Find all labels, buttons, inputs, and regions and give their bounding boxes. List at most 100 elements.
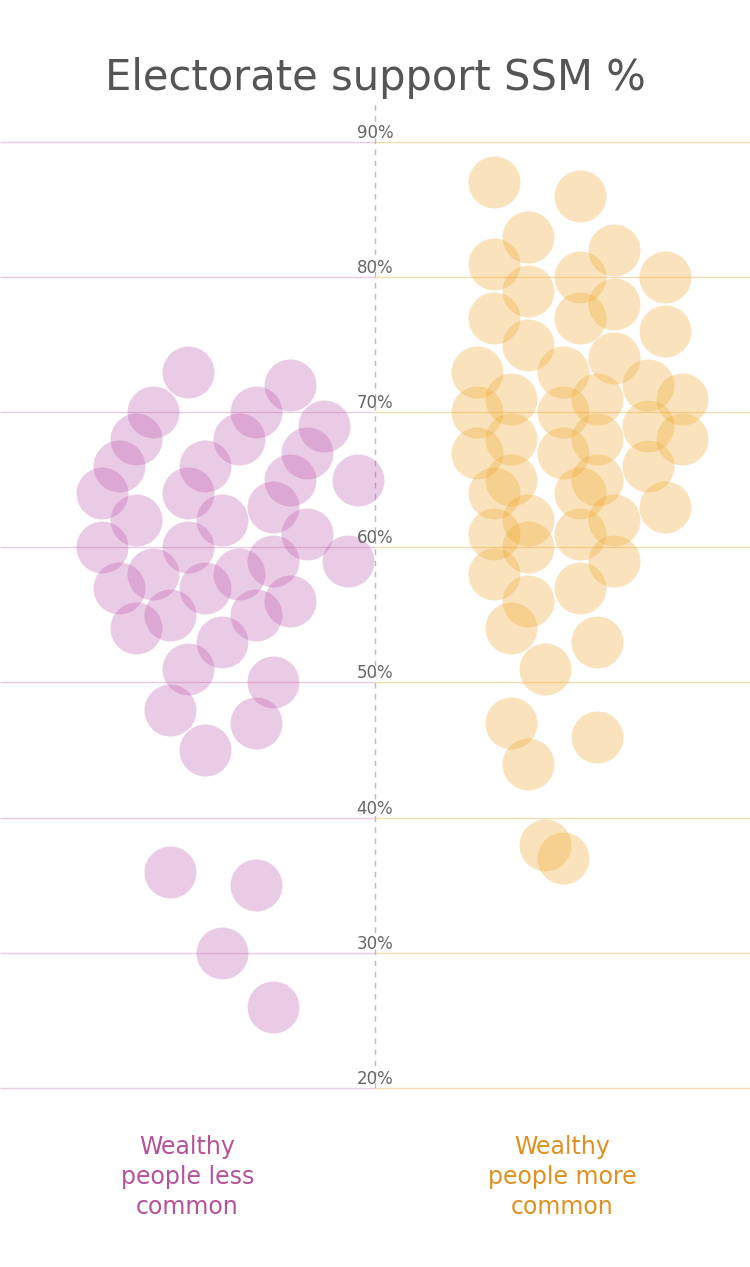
Point (199, 740, 211, 760)
Point (488, 253, 500, 274)
Point (574, 523, 586, 544)
Point (658, 497, 670, 517)
Point (676, 430, 688, 450)
Point (148, 402, 160, 422)
Point (488, 172, 500, 193)
Point (301, 523, 313, 544)
Point (658, 321, 670, 341)
Point (130, 511, 142, 531)
Point (590, 470, 602, 490)
Point (232, 430, 244, 450)
Text: 20%: 20% (357, 1069, 393, 1088)
Point (250, 875, 262, 896)
Point (182, 361, 194, 381)
Text: Wealthy
people more
common: Wealthy people more common (488, 1135, 637, 1219)
Point (539, 835, 551, 855)
Point (284, 375, 296, 395)
Point (590, 389, 602, 409)
Point (642, 456, 654, 476)
Point (574, 483, 586, 503)
Point (284, 470, 296, 490)
Point (556, 442, 568, 462)
Point (506, 430, 518, 450)
Point (642, 416, 654, 436)
Text: 40%: 40% (357, 799, 393, 817)
Point (164, 604, 176, 625)
Point (471, 361, 483, 381)
Point (590, 632, 602, 653)
Point (523, 334, 535, 355)
Point (267, 673, 279, 693)
Point (215, 632, 227, 653)
Point (506, 618, 518, 639)
Point (342, 551, 354, 571)
Point (608, 348, 619, 369)
Point (506, 389, 518, 409)
Text: 90%: 90% (357, 124, 393, 142)
Text: 70%: 70% (357, 394, 393, 412)
Point (96, 537, 108, 557)
Point (301, 442, 313, 462)
Point (130, 618, 142, 639)
Point (113, 456, 125, 476)
Point (608, 511, 619, 531)
Point (506, 713, 518, 734)
Point (164, 862, 176, 882)
Point (488, 483, 500, 503)
Point (318, 416, 330, 436)
Point (232, 564, 244, 584)
Point (96, 483, 108, 503)
Point (574, 578, 586, 598)
Point (130, 430, 142, 450)
Point (608, 551, 619, 571)
Point (267, 551, 279, 571)
Point (658, 267, 670, 288)
Point (488, 308, 500, 328)
Point (267, 497, 279, 517)
Point (250, 713, 262, 734)
Point (574, 186, 586, 207)
Point (523, 754, 535, 774)
Text: 50%: 50% (357, 664, 393, 683)
Point (199, 456, 211, 476)
Text: 30%: 30% (357, 935, 393, 953)
Text: 80%: 80% (357, 258, 393, 277)
Point (642, 375, 654, 395)
Text: Electorate support SSM %: Electorate support SSM % (104, 57, 645, 99)
Point (182, 483, 194, 503)
Point (523, 511, 535, 531)
Point (590, 726, 602, 746)
Point (182, 659, 194, 679)
Point (488, 564, 500, 584)
Point (523, 280, 535, 300)
Point (148, 564, 160, 584)
Point (523, 227, 535, 247)
Point (471, 442, 483, 462)
Point (164, 699, 176, 720)
Point (556, 402, 568, 422)
Text: Wealthy
people less
common: Wealthy people less common (121, 1135, 254, 1219)
Point (250, 402, 262, 422)
Point (471, 402, 483, 422)
Point (556, 361, 568, 381)
Text: 60%: 60% (357, 530, 393, 547)
Point (608, 239, 619, 260)
Point (250, 604, 262, 625)
Point (556, 848, 568, 868)
Point (267, 997, 279, 1017)
Point (182, 537, 194, 557)
Point (676, 389, 688, 409)
Point (352, 470, 364, 490)
Point (488, 523, 500, 544)
Point (574, 308, 586, 328)
Point (574, 267, 586, 288)
Point (539, 659, 551, 679)
Point (506, 470, 518, 490)
Point (523, 592, 535, 612)
Point (608, 294, 619, 314)
Point (215, 943, 227, 963)
Point (284, 592, 296, 612)
Point (523, 537, 535, 557)
Point (215, 511, 227, 531)
Point (113, 578, 125, 598)
